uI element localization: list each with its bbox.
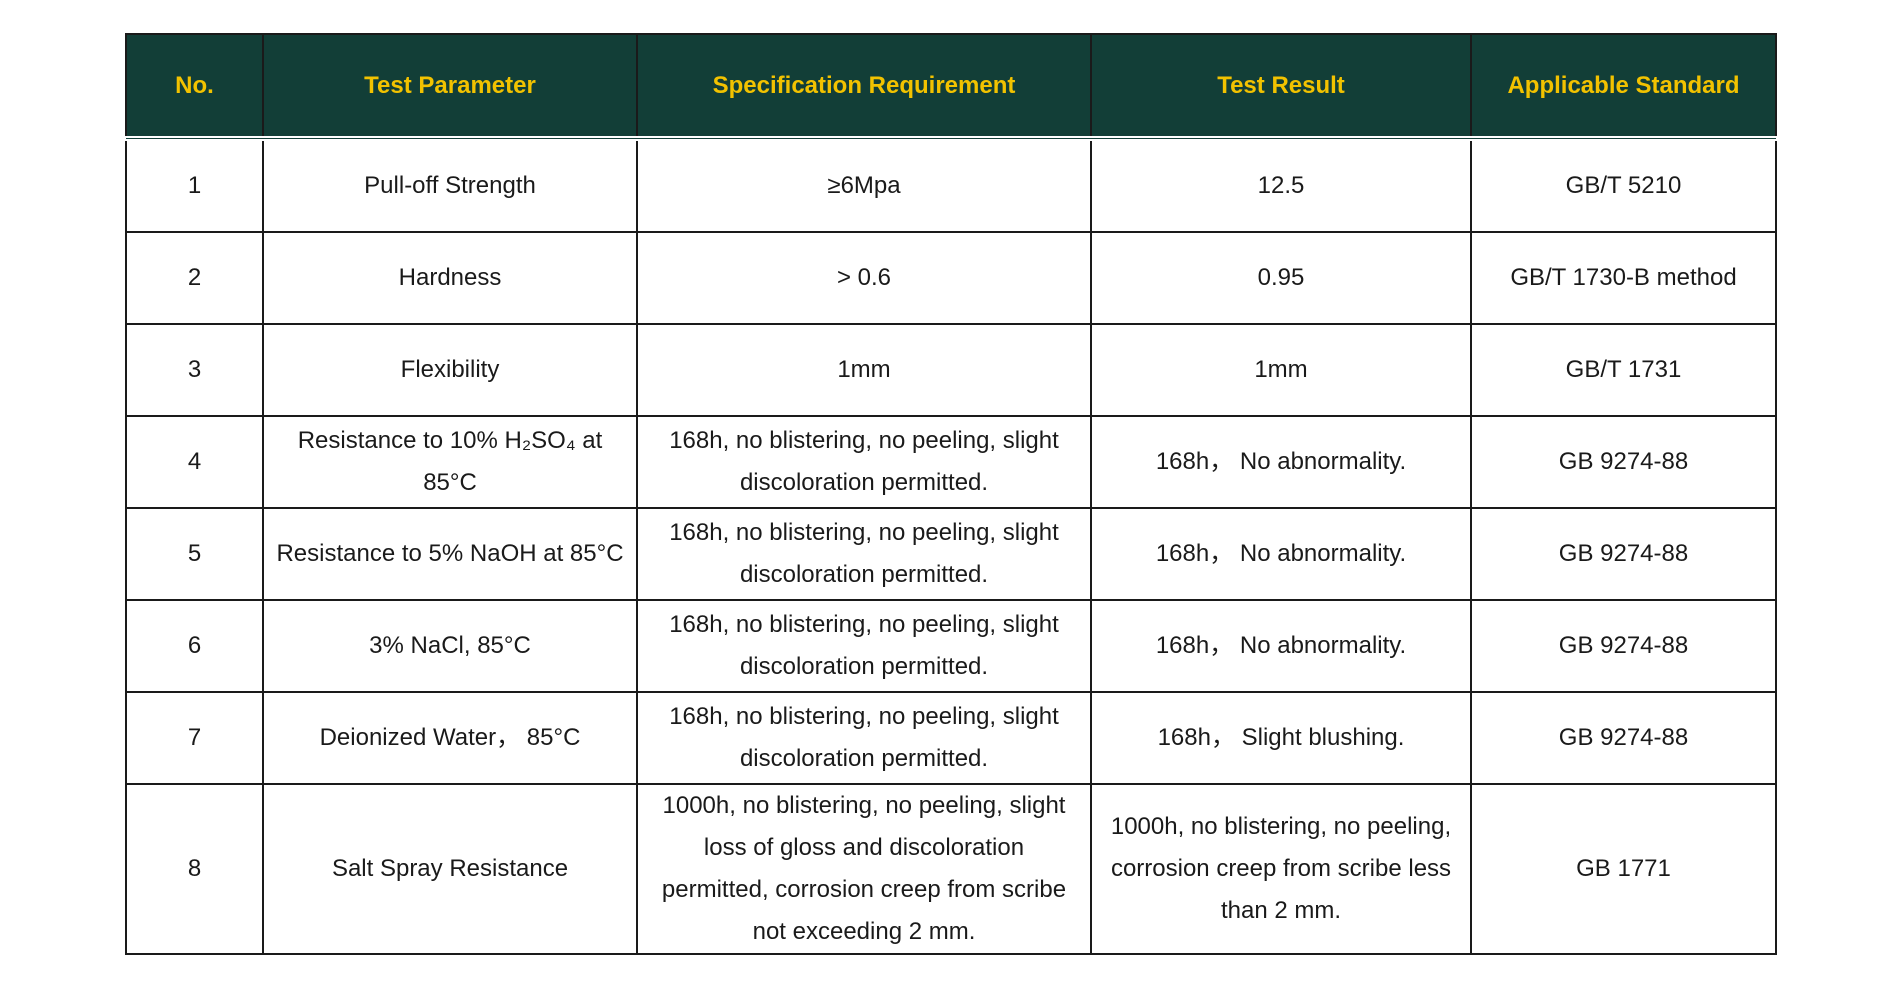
table-row: 5 Resistance to 5% NaOH at 85°C 168h, no… bbox=[125, 507, 1777, 601]
cell-test-result: 0.95 bbox=[1090, 231, 1472, 325]
cell-standard: GB 1771 bbox=[1470, 783, 1777, 955]
cell-standard: GB 9274-88 bbox=[1470, 599, 1777, 693]
cell-test-parameter: Hardness bbox=[262, 231, 638, 325]
table-row: 6 3% NaCl, 85°C 168h, no blistering, no … bbox=[125, 599, 1777, 693]
cell-test-parameter: Salt Spray Resistance bbox=[262, 783, 638, 955]
cell-test-result: 12.5 bbox=[1090, 137, 1472, 233]
table-row: 8 Salt Spray Resistance 1000h, no bliste… bbox=[125, 783, 1777, 955]
cell-standard: GB/T 5210 bbox=[1470, 137, 1777, 233]
table-row: 3 Flexibility 1mm 1mm GB/T 1731 bbox=[125, 323, 1777, 417]
cell-test-parameter: Resistance to 5% NaOH at 85°C bbox=[262, 507, 638, 601]
cell-test-result: 1000h, no blistering, no peeling, corros… bbox=[1090, 783, 1472, 955]
cell-specification: ≥6Mpa bbox=[636, 137, 1092, 233]
header-no: No. bbox=[125, 33, 264, 141]
cell-test-result: 168h， Slight blushing. bbox=[1090, 691, 1472, 785]
cell-standard: GB/T 1731 bbox=[1470, 323, 1777, 417]
cell-standard: GB 9274-88 bbox=[1470, 507, 1777, 601]
cell-specification: 168h, no blistering, no peeling, slight … bbox=[636, 691, 1092, 785]
cell-test-parameter: Pull-off Strength bbox=[262, 137, 638, 233]
cell-test-parameter: Resistance to 10% H₂SO₄ at 85°C bbox=[262, 415, 638, 509]
cell-standard: GB 9274-88 bbox=[1470, 415, 1777, 509]
cell-specification: > 0.6 bbox=[636, 231, 1092, 325]
test-results-table: No. Test Parameter Specification Require… bbox=[125, 33, 1777, 955]
cell-no: 8 bbox=[125, 783, 264, 955]
cell-specification: 168h, no blistering, no peeling, slight … bbox=[636, 599, 1092, 693]
cell-test-parameter: Flexibility bbox=[262, 323, 638, 417]
test-results-table-container: No. Test Parameter Specification Require… bbox=[125, 33, 1777, 955]
cell-test-result: 168h， No abnormality. bbox=[1090, 599, 1472, 693]
table-row: 2 Hardness > 0.6 0.95 GB/T 1730-B method bbox=[125, 231, 1777, 325]
header-test-parameter: Test Parameter bbox=[262, 33, 638, 141]
cell-standard: GB 9274-88 bbox=[1470, 691, 1777, 785]
cell-test-parameter: 3% NaCl, 85°C bbox=[262, 599, 638, 693]
header-row: No. Test Parameter Specification Require… bbox=[125, 33, 1777, 141]
cell-specification: 1mm bbox=[636, 323, 1092, 417]
cell-no: 2 bbox=[125, 231, 264, 325]
cell-no: 7 bbox=[125, 691, 264, 785]
table-body: 1 Pull-off Strength ≥6Mpa 12.5 GB/T 5210… bbox=[125, 137, 1777, 955]
cell-test-parameter: Deionized Water， 85°C bbox=[262, 691, 638, 785]
header-specification-requirement: Specification Requirement bbox=[636, 33, 1092, 141]
cell-specification: 168h, no blistering, no peeling, slight … bbox=[636, 507, 1092, 601]
cell-no: 5 bbox=[125, 507, 264, 601]
table-row: 4 Resistance to 10% H₂SO₄ at 85°C 168h, … bbox=[125, 415, 1777, 509]
cell-standard: GB/T 1730-B method bbox=[1470, 231, 1777, 325]
header-test-result: Test Result bbox=[1090, 33, 1472, 141]
header-applicable-standard: Applicable Standard bbox=[1470, 33, 1777, 141]
table-header: No. Test Parameter Specification Require… bbox=[125, 33, 1777, 141]
cell-test-result: 1mm bbox=[1090, 323, 1472, 417]
table-row: 7 Deionized Water， 85°C 168h, no blister… bbox=[125, 691, 1777, 785]
cell-no: 1 bbox=[125, 137, 264, 233]
cell-test-result: 168h， No abnormality. bbox=[1090, 415, 1472, 509]
cell-test-result: 168h， No abnormality. bbox=[1090, 507, 1472, 601]
cell-no: 6 bbox=[125, 599, 264, 693]
cell-no: 4 bbox=[125, 415, 264, 509]
cell-specification: 1000h, no blistering, no peeling, slight… bbox=[636, 783, 1092, 955]
table-row: 1 Pull-off Strength ≥6Mpa 12.5 GB/T 5210 bbox=[125, 137, 1777, 233]
cell-specification: 168h, no blistering, no peeling, slight … bbox=[636, 415, 1092, 509]
cell-no: 3 bbox=[125, 323, 264, 417]
